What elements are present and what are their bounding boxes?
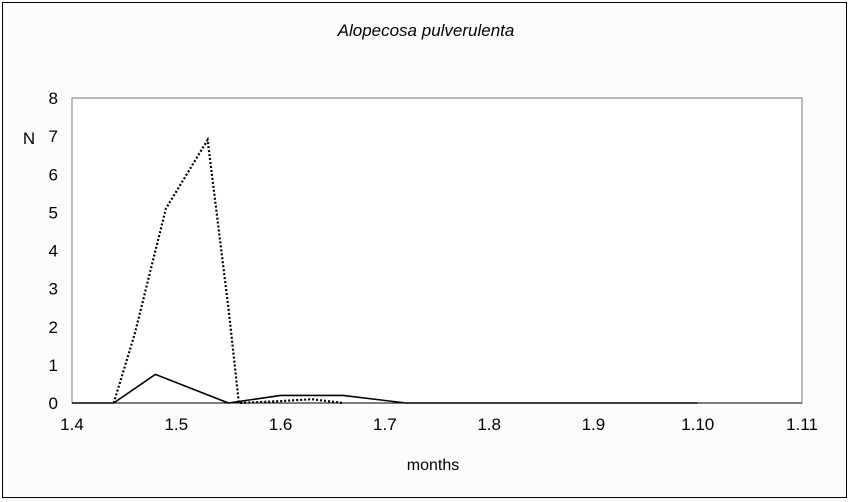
y-tick-label: 3 <box>49 280 58 299</box>
series-line-solid <box>72 373 698 404</box>
series-line-dotted <box>112 136 344 405</box>
y-tick-label: 5 <box>49 203 58 222</box>
y-tick-label: 8 <box>49 89 58 108</box>
series-layer <box>72 136 698 405</box>
x-tick-label: 1.4 <box>60 415 84 434</box>
y-tick-label: 0 <box>49 394 58 413</box>
x-tick-label: 1.9 <box>582 415 606 434</box>
y-tick-label: 4 <box>49 242 58 261</box>
y-axis-label: N <box>23 129 35 148</box>
x-tick-label: 1.8 <box>477 415 501 434</box>
chart-title: Alopecosa pulverulenta <box>337 21 515 40</box>
x-tick-labels: 1.4 1.5 1.6 1.7 1.8 1.9 1.10 1.11 <box>60 415 818 434</box>
y-tick-label: 6 <box>49 165 58 184</box>
y-tick-label: 2 <box>49 318 58 337</box>
x-tick-label: 1.5 <box>164 415 188 434</box>
x-tick-label: 1.10 <box>681 415 714 434</box>
y-tick-label: 1 <box>49 356 58 375</box>
x-tick-label: 1.11 <box>786 415 818 434</box>
y-tick-labels: 0 1 2 3 4 5 6 7 8 <box>49 89 58 413</box>
x-tick-label: 1.7 <box>373 415 397 434</box>
plot-area <box>71 97 803 404</box>
y-tick-label: 7 <box>49 127 58 146</box>
x-tick-label: 1.6 <box>269 415 293 434</box>
x-axis-label: months <box>407 457 459 474</box>
